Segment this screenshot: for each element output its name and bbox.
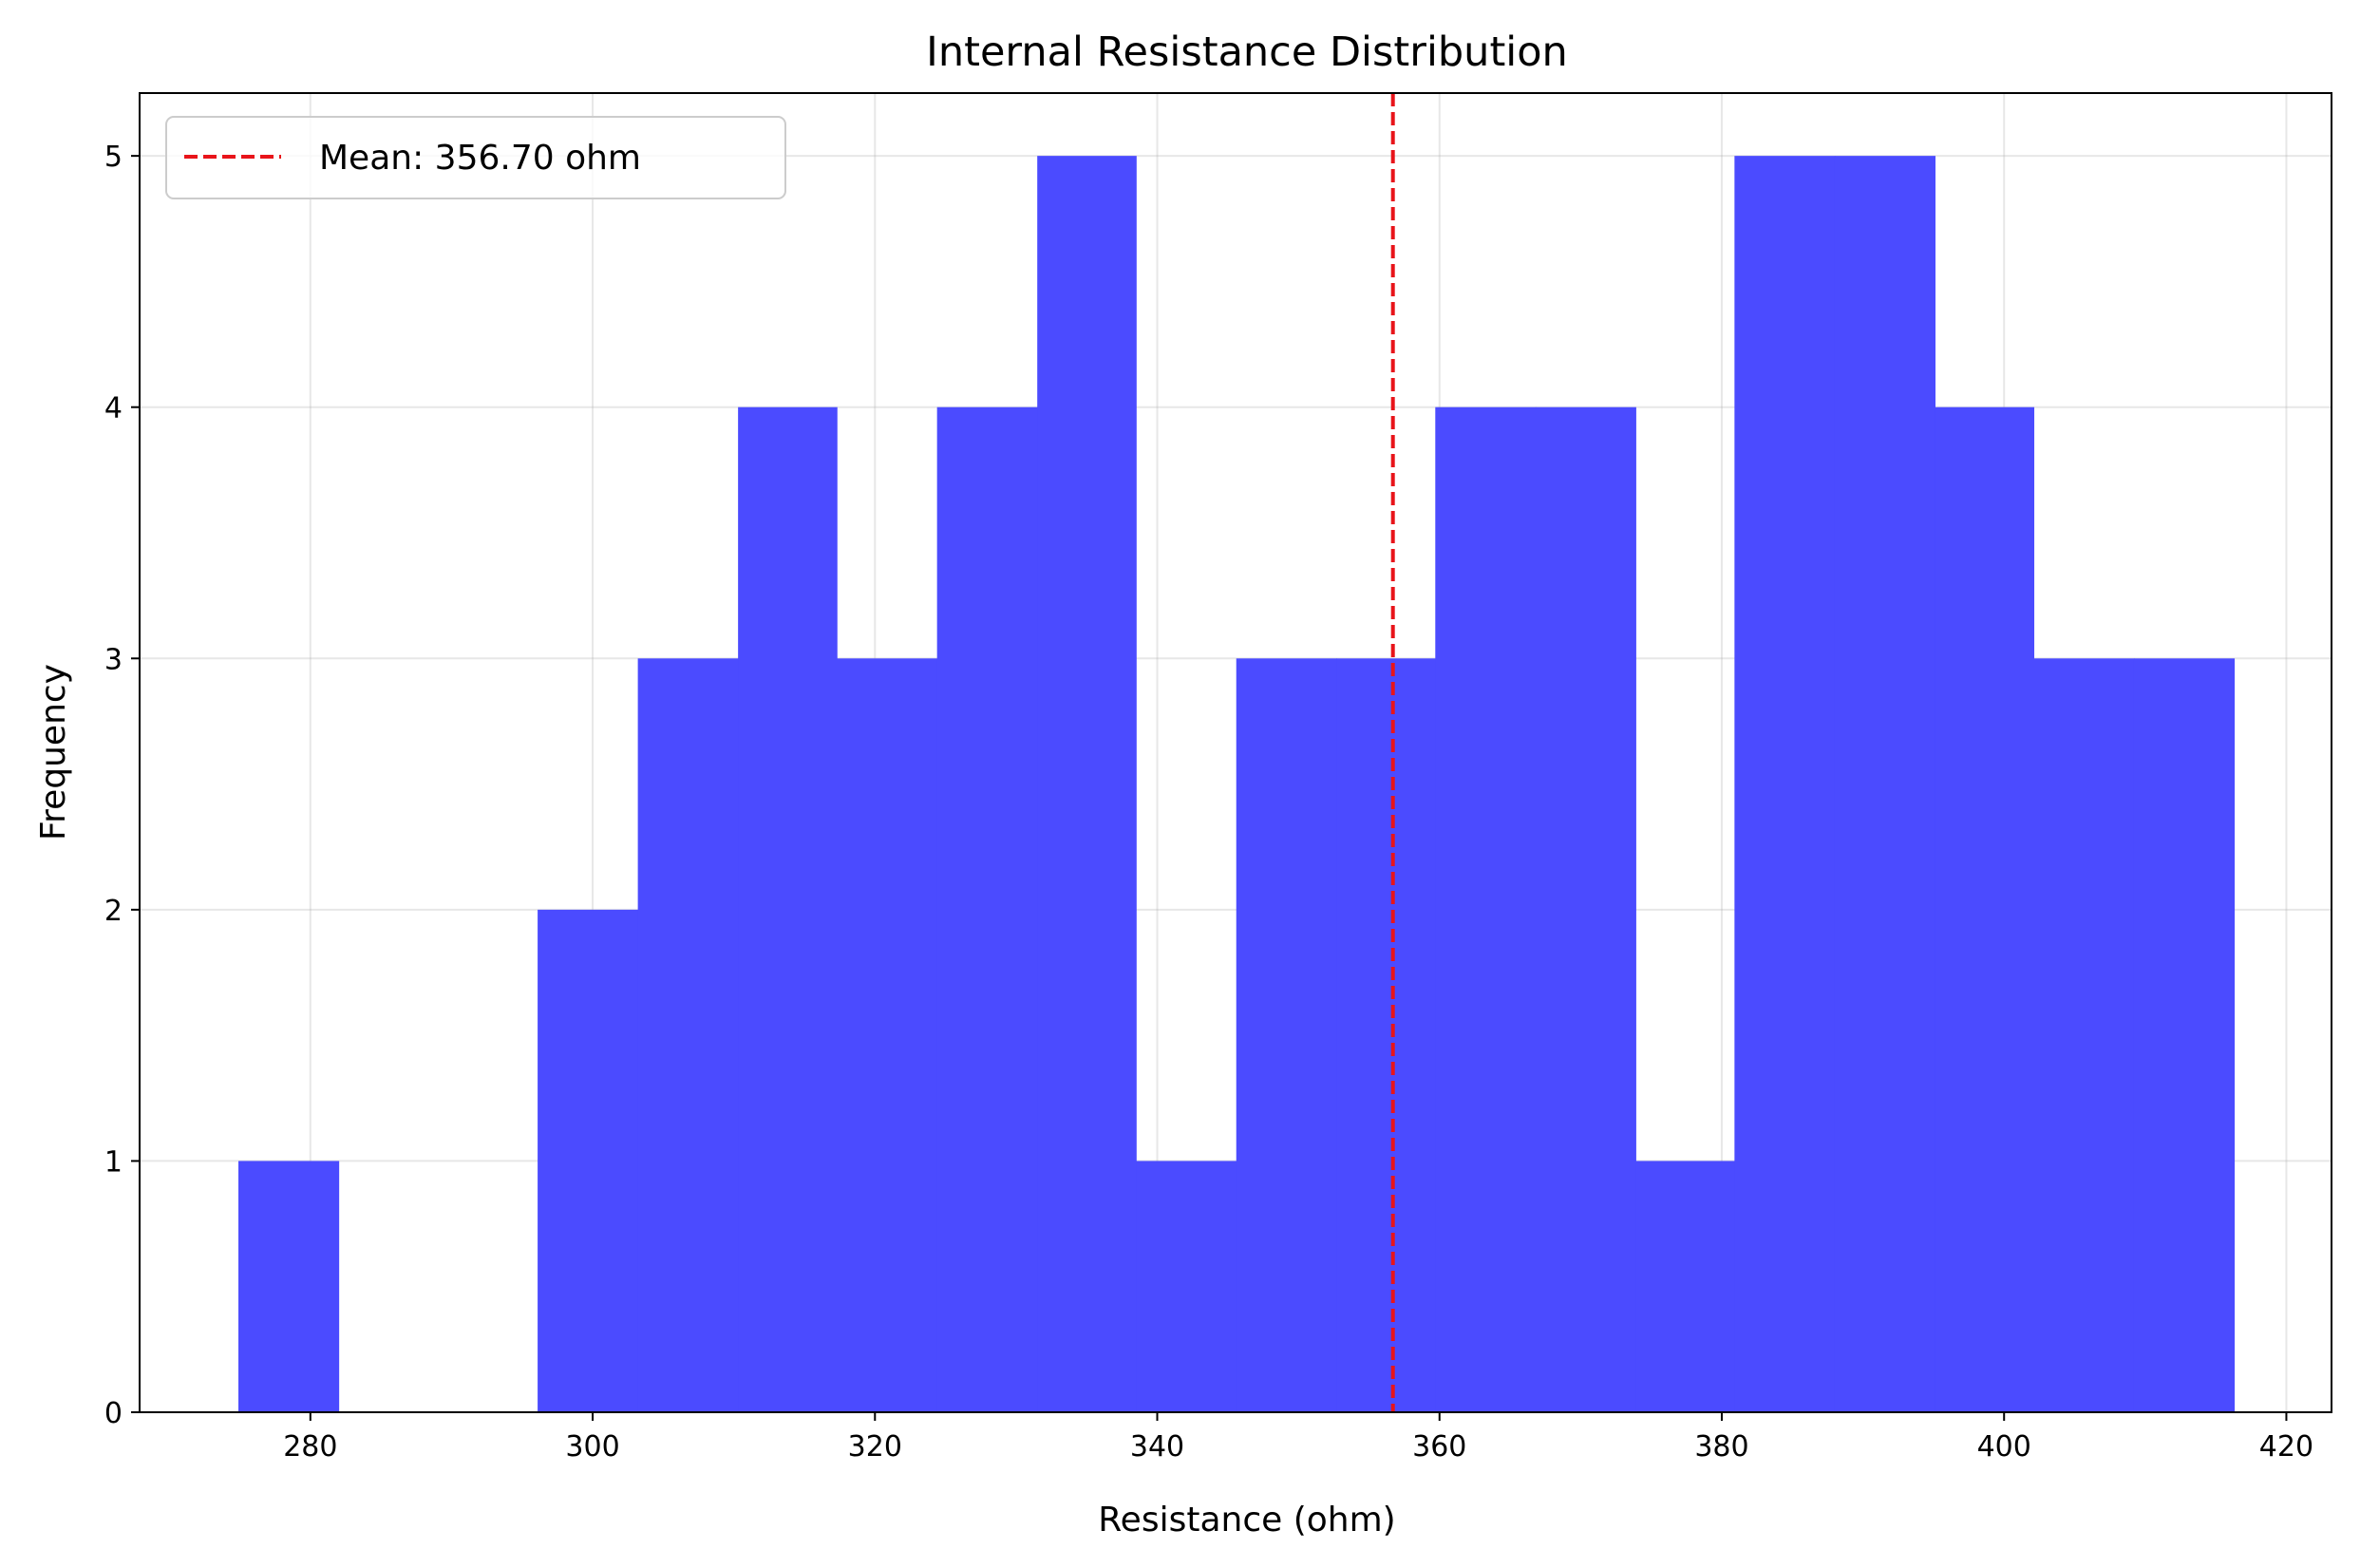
y-tick-label: 5 — [104, 141, 123, 174]
histogram-bar — [936, 406, 1038, 1412]
histogram-bar — [1635, 1161, 1735, 1412]
y-tick-label: 4 — [104, 392, 123, 425]
y-axis-label: Frequency — [34, 664, 73, 841]
x-tick-label: 340 — [1130, 1430, 1184, 1464]
x-axis-label: Resistance (ohm) — [1098, 1501, 1395, 1540]
legend-box — [165, 116, 786, 199]
plot-frame — [139, 92, 2332, 1413]
histogram-bar — [1136, 1161, 1237, 1412]
histogram-bar — [1935, 406, 2035, 1412]
histogram-bar — [1535, 406, 1636, 1412]
y-tick-label: 2 — [104, 895, 123, 928]
histogram-bar — [738, 406, 838, 1412]
histogram-bar — [238, 1161, 340, 1412]
histogram-bar — [1236, 658, 1337, 1412]
x-tick-label: 320 — [848, 1430, 902, 1464]
histogram-bar — [837, 658, 938, 1412]
x-tick-label: 280 — [283, 1430, 337, 1464]
histogram-bar — [1037, 156, 1137, 1413]
x-tick-label: 380 — [1694, 1430, 1748, 1464]
x-tick-label: 420 — [2259, 1430, 2313, 1464]
histogram-bar — [1834, 156, 1935, 1413]
histogram-bars — [238, 156, 2236, 1413]
x-tick-label: 360 — [1412, 1430, 1466, 1464]
histogram-bar — [637, 658, 739, 1412]
x-axis-ticks: 280 300 320 340 360 380 400 420 — [283, 1412, 2313, 1464]
y-tick-label: 0 — [104, 1397, 123, 1430]
y-tick-label: 3 — [104, 643, 123, 676]
x-tick-label: 400 — [1977, 1430, 2031, 1464]
histogram-bar — [1734, 156, 1836, 1413]
histogram-bar — [2133, 658, 2236, 1412]
legend-mean-label: Mean: 356.70 ohm — [319, 139, 641, 178]
histogram-bar — [1435, 406, 1537, 1412]
y-tick-label: 1 — [104, 1145, 123, 1179]
histogram-bar — [538, 909, 639, 1412]
y-axis-ticks: 0 1 2 3 4 5 — [104, 141, 140, 1430]
chart-title: Internal Resistance Distribution — [926, 28, 1568, 76]
histogram-bar — [2033, 658, 2135, 1412]
x-tick-label: 300 — [565, 1430, 619, 1464]
legend: Mean: 356.70 ohm — [165, 116, 786, 199]
histogram-bar — [1336, 658, 1436, 1412]
